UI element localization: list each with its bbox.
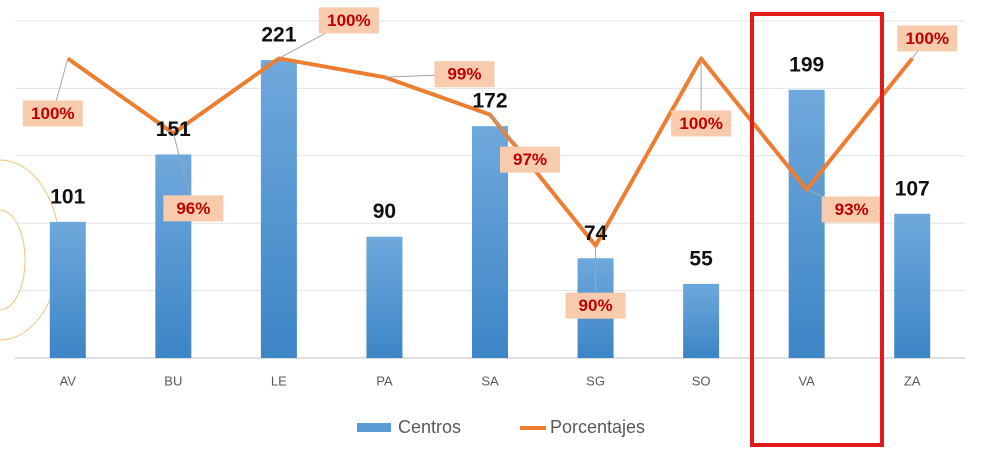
bar (260, 60, 297, 358)
label-box (434, 61, 495, 88)
x-tick-label: BU (164, 373, 182, 388)
legend-label: Centros (398, 417, 461, 437)
x-tick-label: LE (271, 373, 287, 388)
bar (155, 154, 192, 358)
data-label: 93% (835, 200, 869, 219)
data-label: 100% (327, 11, 370, 30)
highlight-box (750, 12, 884, 447)
data-label: 107 (895, 177, 930, 200)
x-tick-label: AV (60, 373, 77, 388)
label-box (671, 110, 732, 137)
x-tick-label: SO (692, 373, 711, 388)
x-tick-label: ZA (904, 373, 921, 388)
label-box (22, 100, 83, 127)
x-tick-label: VA (798, 373, 815, 388)
line (66, 56, 914, 248)
x-tick-label: SG (586, 373, 605, 388)
bar (49, 221, 86, 358)
legend-swatch (357, 423, 391, 432)
data-label: 100% (31, 104, 74, 123)
plot-area: AV BU LE PA SA SG SO VA ZA 101 151 221 90 172 74 55 199 1… (15, 7, 965, 437)
data-label: 96% (176, 199, 210, 218)
data-label: 221 (261, 24, 296, 47)
bar (366, 236, 403, 358)
data-label: 199 (789, 53, 824, 76)
data-label: 74 (584, 222, 608, 245)
data-label: 90 (373, 200, 396, 223)
label-box (163, 195, 224, 222)
legend-label: Porcentajes (550, 417, 645, 437)
x-tick-label: PA (376, 373, 393, 388)
data-label: 100% (679, 114, 722, 133)
label-box (897, 25, 958, 52)
bar (683, 283, 720, 358)
data-label: 90% (579, 296, 613, 315)
data-label: 99% (447, 65, 481, 84)
data-label: 100% (905, 29, 948, 48)
x-tick-label: SA (481, 373, 499, 388)
label-box (821, 196, 882, 223)
data-label: 97% (513, 150, 547, 169)
label-box (565, 292, 626, 319)
data-label: 151 (156, 118, 191, 141)
decoration (0, 209, 26, 311)
data-label: 55 (689, 247, 713, 270)
data-label: 172 (472, 90, 507, 113)
label-box (318, 7, 379, 34)
data-label: 101 (50, 185, 85, 208)
label-box (500, 146, 560, 173)
bar (788, 89, 825, 359)
bar (894, 213, 931, 358)
